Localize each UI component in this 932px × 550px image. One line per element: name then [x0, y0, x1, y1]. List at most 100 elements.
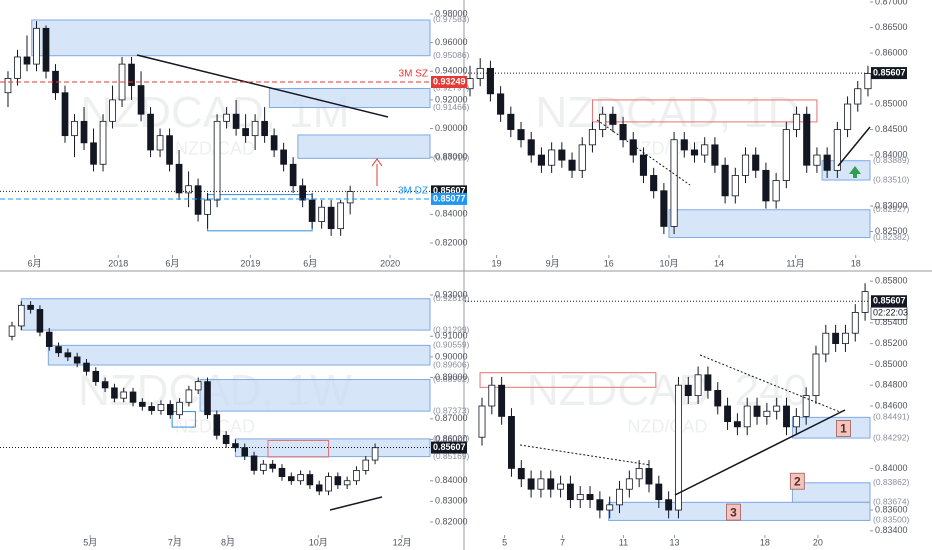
candle-body	[99, 120, 107, 165]
candle-body	[261, 120, 268, 137]
y-tick-label: 0.89000	[435, 372, 468, 382]
candle-body	[166, 135, 173, 165]
marker-box	[789, 472, 805, 490]
zone-label: (0.82382)	[873, 232, 910, 242]
candle-body	[701, 144, 709, 156]
candle-body	[83, 362, 90, 372]
price-tag-label: 0.85607	[433, 186, 466, 196]
x-tick-label: 2018	[108, 258, 128, 268]
zone-label: (0.84292)	[873, 432, 910, 442]
candle-body	[147, 113, 154, 151]
zone-label: (0.92818)	[433, 293, 470, 303]
candle-body	[792, 416, 800, 428]
candle-body	[204, 381, 211, 416]
x-tick-label: 5	[502, 537, 507, 547]
candle-body	[71, 120, 78, 137]
candle-body	[232, 443, 239, 449]
candle-body	[23, 56, 31, 65]
candle-body	[854, 88, 862, 105]
candle-body	[318, 206, 325, 222]
price-tag-label: 0.85607	[433, 442, 466, 452]
candle-body	[109, 99, 116, 122]
candle-body	[802, 395, 810, 417]
candle-body	[222, 434, 230, 444]
y-tick-label: 0.84000	[435, 475, 468, 485]
y-tick-label: 0.82000	[435, 516, 468, 526]
zone-label: (0.87915)	[433, 153, 470, 163]
candle-body	[343, 480, 351, 486]
candle-body	[250, 455, 258, 471]
candle-body	[690, 149, 699, 156]
candle-body	[675, 384, 682, 511]
countdown-tag	[870, 306, 908, 320]
candle-body	[185, 389, 193, 403]
candle-body	[588, 129, 597, 146]
y-tick-label: 0.86500	[875, 22, 908, 32]
x-tick-label: 6月	[303, 258, 317, 268]
candle-body	[566, 483, 574, 501]
candle-body	[156, 135, 164, 151]
zone-label: (0.83510)	[873, 174, 910, 184]
candle-body	[33, 27, 40, 65]
candle-body	[547, 478, 555, 490]
candle-body	[308, 199, 316, 222]
candle-body	[741, 154, 750, 176]
candle-body	[157, 403, 165, 411]
x-tick-label: 11	[619, 537, 628, 547]
candle-body	[80, 120, 88, 144]
candle-body	[353, 470, 360, 482]
candle-body	[223, 113, 230, 122]
y-tick-label: 0.85200	[875, 338, 908, 348]
candle-body	[204, 199, 211, 215]
candle-body	[486, 67, 494, 95]
price-tag-label: 0.85077	[433, 193, 466, 203]
price-tag	[431, 441, 467, 454]
y-tick-label: 0.93000	[435, 289, 468, 299]
zone-label: (0.89606)	[433, 359, 470, 369]
candle-body	[213, 414, 221, 436]
y-tick-label: 0.84000	[435, 209, 468, 219]
watermark: NZDCAD, 1D	[535, 88, 799, 137]
candle-body	[346, 191, 354, 204]
candle-body	[241, 447, 249, 457]
candle-body	[684, 384, 692, 397]
candle-body	[137, 85, 145, 115]
candle-body	[558, 149, 566, 161]
zone-label: (0.84491)	[873, 412, 910, 422]
candle-body	[861, 291, 869, 313]
candle-body	[792, 113, 801, 130]
zone	[20, 298, 431, 331]
candle-body	[724, 405, 732, 423]
candle-body	[362, 459, 370, 471]
y-tick-label: 0.90000	[435, 351, 468, 361]
y-tick-label: 0.85400	[875, 317, 908, 327]
candle-body	[213, 120, 221, 201]
candle-body	[851, 312, 859, 334]
candle-body	[527, 139, 535, 156]
y-tick-label: 0.82000	[435, 237, 468, 247]
x-tick-label: 10月	[659, 258, 678, 268]
candle-body	[832, 332, 840, 345]
candle-body	[488, 384, 496, 407]
candle-body	[337, 202, 345, 230]
candle-body	[242, 128, 249, 137]
y-tick-label: 0.87000	[435, 413, 468, 423]
candle-body	[498, 384, 506, 417]
candle-body	[55, 346, 62, 354]
zone-label: (0.95086)	[433, 50, 470, 60]
zone	[267, 439, 330, 458]
candle-body	[27, 304, 34, 310]
y-tick-label: 0.96000	[435, 37, 468, 47]
candle-body	[568, 159, 576, 171]
drawings	[136, 54, 871, 511]
candle-body	[576, 494, 584, 501]
marker-label: 3	[730, 505, 737, 519]
y-tick-label: 0.83600	[875, 504, 908, 514]
arrow-head	[371, 158, 383, 167]
x-tick-label: 12月	[393, 537, 412, 547]
y-tick-label: 0.84500	[875, 124, 908, 134]
zone	[668, 209, 871, 239]
candle-body	[843, 103, 852, 130]
candle-body	[194, 381, 202, 391]
